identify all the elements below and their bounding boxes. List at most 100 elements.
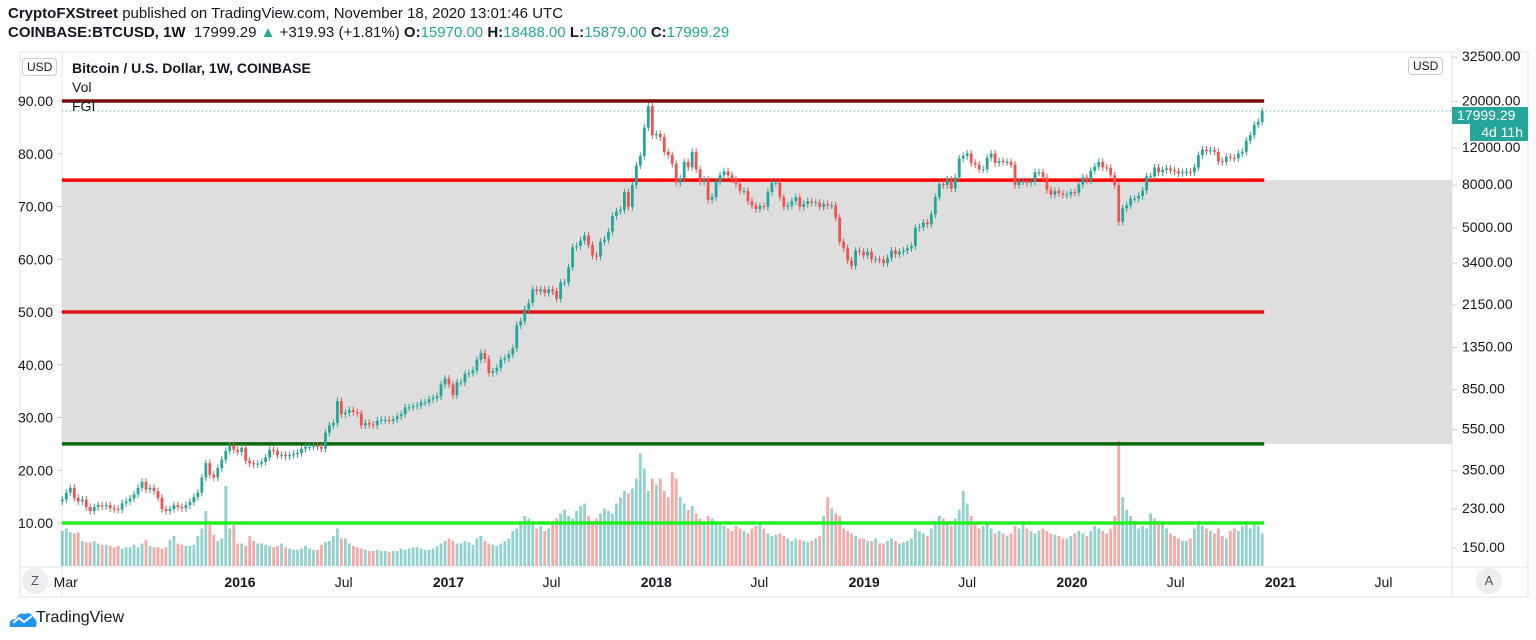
volume-bar bbox=[232, 522, 236, 566]
volume-bar bbox=[539, 526, 543, 566]
candle bbox=[630, 185, 634, 207]
volume-bar bbox=[523, 516, 527, 566]
candle bbox=[981, 169, 985, 171]
time-axis-label: Jul bbox=[1167, 574, 1185, 590]
volume-bar bbox=[120, 548, 124, 566]
volume-bar bbox=[611, 513, 614, 566]
candle bbox=[1045, 177, 1049, 190]
candle bbox=[395, 416, 399, 420]
volume-bar bbox=[790, 541, 794, 566]
candle bbox=[1236, 153, 1240, 159]
candle bbox=[252, 463, 256, 465]
candle bbox=[906, 248, 909, 251]
candle bbox=[288, 455, 291, 457]
zoom-reset-button[interactable]: Z bbox=[22, 568, 48, 594]
volume-bar bbox=[1053, 534, 1057, 566]
volume-bar bbox=[256, 543, 260, 566]
candle bbox=[268, 449, 272, 458]
candle bbox=[192, 497, 196, 503]
volume-bar bbox=[1001, 533, 1005, 566]
bar-countdown: 4d 11h bbox=[1470, 124, 1528, 141]
volume-bar bbox=[236, 543, 240, 566]
volume-bar bbox=[587, 516, 590, 566]
candle bbox=[355, 412, 359, 414]
candle bbox=[945, 179, 949, 186]
volume-bar bbox=[762, 528, 766, 566]
candle bbox=[1145, 176, 1149, 191]
candle bbox=[331, 423, 335, 426]
volume-bar bbox=[407, 548, 411, 566]
candle bbox=[399, 414, 403, 417]
volume-bar bbox=[375, 549, 379, 566]
volume-bar bbox=[403, 549, 407, 566]
volume-bar bbox=[88, 542, 92, 566]
volume-bar bbox=[886, 541, 889, 566]
volume-bar bbox=[1169, 533, 1172, 566]
volume-bar bbox=[1248, 528, 1252, 566]
candle bbox=[256, 463, 260, 465]
candle bbox=[850, 260, 854, 266]
candle bbox=[714, 181, 718, 198]
volume-bar bbox=[953, 518, 957, 566]
right-currency-badge[interactable]: USD bbox=[1408, 57, 1444, 75]
volume-bar bbox=[778, 533, 782, 566]
candle bbox=[615, 211, 618, 216]
author: CryptoFXStreet bbox=[8, 5, 119, 22]
candle bbox=[933, 197, 937, 215]
candle bbox=[228, 445, 232, 451]
right-axis-label: 12000.00 bbox=[1462, 139, 1521, 155]
volume-bar bbox=[710, 518, 714, 566]
volume-bar bbox=[1009, 533, 1013, 566]
volume-bar bbox=[977, 528, 981, 566]
candle bbox=[467, 373, 471, 375]
right-axis-label: 3400.00 bbox=[1462, 254, 1513, 270]
volume-bar bbox=[292, 549, 295, 566]
high-label: H: bbox=[487, 24, 504, 41]
right-axis-label: 8000.00 bbox=[1462, 176, 1513, 192]
volume-bar bbox=[1085, 536, 1089, 566]
volume-bar bbox=[1240, 526, 1244, 566]
candle bbox=[531, 289, 535, 303]
volume-bar bbox=[140, 543, 144, 566]
volume-bar bbox=[72, 533, 76, 566]
candle bbox=[595, 255, 598, 257]
legend-vol[interactable]: Vol bbox=[72, 79, 92, 95]
candle bbox=[806, 201, 810, 204]
candle bbox=[798, 197, 802, 207]
candle bbox=[1061, 193, 1065, 195]
volume-bar bbox=[543, 531, 547, 566]
candle bbox=[766, 192, 770, 207]
volume-bar bbox=[371, 551, 375, 566]
candle bbox=[690, 151, 694, 168]
candle bbox=[1013, 164, 1017, 186]
candle bbox=[1232, 157, 1236, 159]
volume-bar bbox=[431, 548, 435, 566]
candle bbox=[1049, 189, 1053, 195]
volume-bar bbox=[782, 536, 786, 566]
volume-bar bbox=[339, 538, 343, 566]
candle bbox=[60, 499, 64, 502]
candle bbox=[128, 498, 132, 502]
volume-bar bbox=[367, 551, 371, 566]
left-currency-badge[interactable]: USD bbox=[22, 58, 58, 76]
volume-bar bbox=[1141, 526, 1145, 566]
right-axis-label: 2150.00 bbox=[1462, 296, 1513, 312]
volume-bar bbox=[64, 528, 68, 566]
volume-bar bbox=[874, 538, 877, 566]
volume-bar bbox=[463, 541, 467, 566]
volume-bar bbox=[423, 549, 427, 566]
volume-bar bbox=[770, 536, 774, 566]
candle bbox=[523, 309, 527, 322]
candle bbox=[1141, 190, 1145, 196]
candle bbox=[296, 452, 299, 455]
candle bbox=[1101, 161, 1105, 168]
volume-bar bbox=[220, 538, 224, 566]
volume-bar bbox=[1157, 521, 1160, 566]
legend-fgi[interactable]: FGI bbox=[72, 98, 96, 114]
candle bbox=[941, 183, 945, 186]
auto-scale-button[interactable]: A bbox=[1476, 568, 1502, 594]
candle bbox=[1021, 181, 1025, 183]
volume-bar bbox=[638, 453, 642, 566]
candle bbox=[985, 157, 989, 170]
